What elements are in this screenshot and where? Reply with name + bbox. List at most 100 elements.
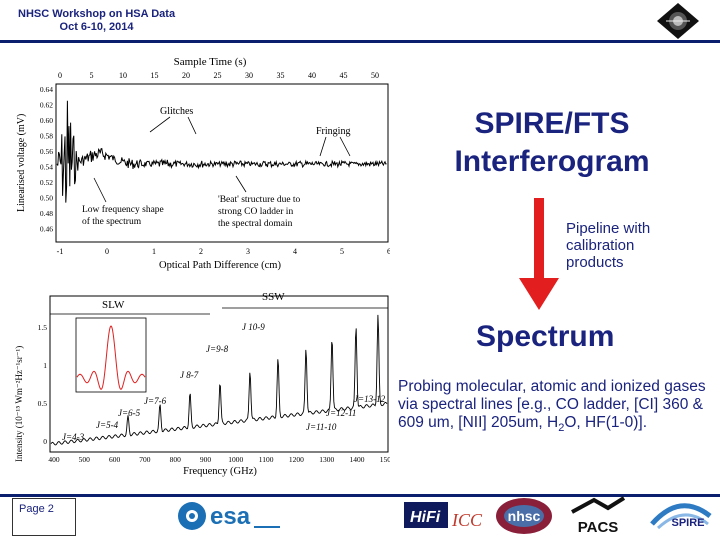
y-tick-5: 0.54 [40,163,53,172]
spectrum-x-tick-1: 500 [79,455,91,464]
probe-text: Probing molecular, atomic and ionized ga… [398,378,706,431]
y-tick-labels: 0.64 0.62 0.60 0.58 0.56 0.54 0.52 0.50 0.48 0.46 [40,85,53,234]
transition-label-4: J=6-5 [118,408,141,418]
transition-label-9: J=11-10 [306,422,337,432]
pacs-logo: PACS [571,496,626,536]
inset-plot [75,317,147,393]
header-divider [0,40,720,43]
plot-frame-2 [49,295,389,453]
probe-description: Probing molecular, atomic and ionized ga… [398,378,716,437]
svg-text:SPIRE: SPIRE [671,517,704,529]
transition-label-2: J 8-7 [180,370,199,380]
spectrum-x-tick-4: 800 [170,455,182,464]
ssw-label: SSW [262,292,285,303]
header-bar: NHSC Workshop on HSA Data Oct 6-10, 2014 [0,0,720,44]
glitches-annotation: Glitches [160,106,193,117]
top-tick-5: 25 [214,71,222,80]
spectrum-x-tick-9: 1300 [319,455,334,464]
top-tick-9: 45 [340,71,348,80]
svg-text:esa: esa [210,503,251,530]
page-number-box: Page 2 [12,498,76,536]
x-axis-label: Optical Path Difference (cm) [159,260,281,271]
low-frequency-box [80,202,160,228]
spire-logo: SPIRE [650,503,712,530]
top-tick-0: 0 [58,71,62,80]
bottom-tick-3: 2 [199,247,203,256]
top-tick-6: 30 [245,71,253,80]
transition-label-0: J 10-9 [242,322,265,332]
workshop-name: NHSC Workshop on HSA Data [18,8,176,20]
top-tick-4: 20 [182,71,190,80]
svg-text:HiFi: HiFi [410,509,441,526]
workshop-title: NHSC Workshop on HSA Data Oct 6-10, 2014 [18,8,175,34]
y-tick-6: 0.52 [40,178,53,187]
fringing-annotation: Fringing [316,126,350,137]
bottom-tick-labels: -1 0 1 2 3 4 5 6 [57,247,390,256]
beat-pointer [235,175,247,193]
svg-text:PACS: PACS [578,519,619,536]
page-number: Page 2 [19,503,54,515]
transition-label-6: J=4-3 [62,432,85,442]
spectrum-y-ticks: 1.5 1 0.5 0 [38,323,48,446]
spectrum-x-tick-0: 400 [48,455,60,464]
bottom-tick-4: 3 [246,247,250,256]
svg-text:ICC: ICC [451,510,483,530]
spectrum-y-label: Intensity (10⁻¹⁵ Wm⁻²Hz⁻¹sr⁻¹) [14,346,24,462]
spectrum-heading: Spectrum [476,320,615,353]
down-arrow-icon [519,198,559,310]
top-tick-8: 40 [308,71,316,80]
spectrum-x-tick-2: 600 [109,455,121,464]
sample-time-label: Sample Time (s) [174,56,247,68]
spectrum-y-tick-0: 1.5 [38,323,48,332]
top-tick-labels: 0 5 10 15 20 25 30 35 40 45 50 [58,71,379,80]
frequency-axis-label: Frequency (GHz) [183,466,257,477]
pipeline-line-3: products [566,254,624,271]
band-brackets [50,307,388,315]
spectrum-y-tick-2: 0.5 [38,399,48,408]
spectrum-x-tick-7: 1100 [259,455,274,464]
spectrum-x-tick-6: 1000 [228,455,243,464]
top-tick-10: 50 [371,71,379,80]
top-tick-1: 5 [90,71,94,80]
y-axis-label: Linearised voltage (mV) [16,114,27,212]
spectrum-x-tick-11: 1500 [380,455,390,464]
title-line-2: Interferogram [454,145,650,178]
bottom-tick-5: 4 [293,247,297,256]
low-frequency-pointer [93,177,107,203]
low-frequency-annotation-1: Low frequency shape [82,204,164,215]
plot-frame-1 [55,83,389,243]
inset-sinc-trace [76,325,146,390]
pipeline-line-1: Pipeline with [566,220,651,237]
beat-box [216,192,328,232]
probe-tail: O, HF(1-0)]. [564,414,648,431]
y-tick-7: 0.50 [40,194,53,203]
probe-h: H [547,414,559,431]
slide-title: SPIRE/FTS Interferogram [432,105,672,181]
esa-logo: esa [178,502,280,530]
y-tick-0: 0.64 [40,85,53,94]
bottom-tick-7: 6 [387,247,390,256]
top-tick-7: 35 [277,71,285,80]
beat-annotation-1: 'Beat' structure due to [218,195,301,205]
y-tick-8: 0.48 [40,209,53,218]
spectrum-y-tick-1: 1 [43,361,47,370]
y-tick-4: 0.56 [40,147,53,156]
bottom-tick-6: 5 [340,247,344,256]
interferogram-figure: Sample Time (s) 0 5 10 15 20 25 30 35 40 45 50 0.6… [10,52,390,290]
spectrum-x-ticks: 400 500 600 700 800 900 1000 1100 1200 1300 1400 15… [48,455,390,464]
probe-subscript: 2 [558,422,565,435]
low-frequency-annotation-2: of the spectrum [82,216,142,227]
spectrum-trace [50,314,388,446]
herschel-badge-icon [657,3,699,39]
spectrum-y-tick-3: 0 [43,437,47,446]
spectrum-x-tick-3: 700 [139,455,151,464]
spectrum-x-tick-5: 900 [200,455,212,464]
fringing-pointer [319,136,351,157]
transition-label-3: J=7-6 [144,396,167,406]
spectrum-x-tick-10: 1400 [350,455,365,464]
y-tick-3: 0.58 [40,132,53,141]
hifi-icc-logo: HiFi ICC [404,502,483,530]
nhsc-logo: nhsc [496,498,552,534]
footer-divider [0,494,720,497]
spectrum-x-tick-8: 1200 [289,455,304,464]
